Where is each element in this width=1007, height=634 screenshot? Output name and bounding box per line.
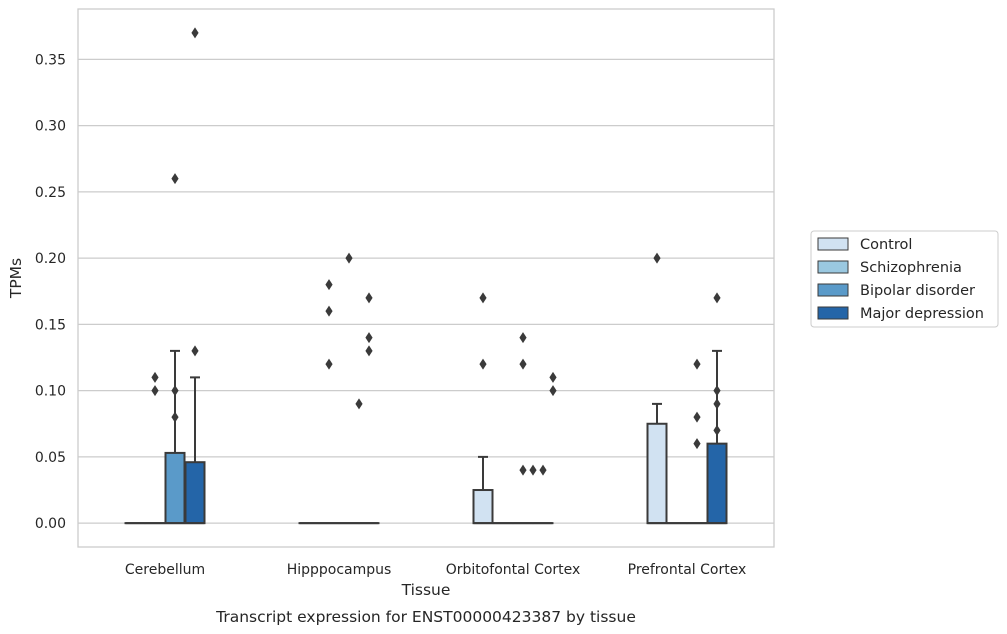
- outlier-point: [365, 332, 373, 344]
- x-tick-label: Orbitofontal Cortex: [446, 562, 581, 578]
- legend-swatch: [817, 237, 849, 251]
- y-tick-label: 0.00: [35, 516, 66, 532]
- outlier-point: [365, 345, 373, 357]
- outlier-point: [693, 358, 701, 370]
- box: [472, 489, 494, 525]
- outlier-point: [713, 292, 721, 304]
- outlier-point: [345, 252, 353, 264]
- legend-label: Control: [860, 237, 912, 253]
- legend-swatch: [817, 306, 849, 320]
- outlier-point: [171, 411, 179, 423]
- box-group: [706, 349, 728, 525]
- chart-title: Transcript expression for ENST0000042338…: [215, 608, 636, 626]
- y-tick-label: 0.05: [35, 450, 66, 466]
- outlier-points: [151, 27, 721, 476]
- box: [164, 451, 186, 525]
- y-tick-label: 0.35: [35, 52, 66, 68]
- box-group: [164, 349, 186, 525]
- outlier-point: [713, 385, 721, 397]
- y-tick-labels: 0.00 0.05 0.10 0.15 0.20 0.25 0.30 0.35: [35, 52, 66, 532]
- outlier-point: [713, 398, 721, 410]
- outlier-point: [151, 385, 159, 397]
- outlier-point: [519, 332, 527, 344]
- legend-label: Major depression: [860, 306, 984, 322]
- y-tick-label: 0.25: [35, 185, 66, 201]
- y-tick-label: 0.10: [35, 384, 66, 400]
- legend-swatch: [817, 283, 849, 297]
- outlier-point: [653, 252, 661, 264]
- legend: Control Schizophrenia Bipolar disorder Majo…: [810, 230, 999, 328]
- outlier-point: [191, 345, 199, 357]
- outlier-point: [693, 411, 701, 423]
- x-tick-label: Cerebellum: [125, 562, 205, 578]
- y-tick-label: 0.15: [35, 317, 66, 333]
- outlier-point: [519, 358, 527, 370]
- outlier-point: [549, 371, 557, 383]
- outlier-point: [479, 358, 487, 370]
- box-group: [184, 376, 206, 525]
- x-tick-label: Prefrontal Cortex: [628, 562, 747, 578]
- box: [184, 461, 206, 525]
- outlier-point: [365, 292, 373, 304]
- y-axis-label: TPMs: [7, 258, 25, 299]
- outlier-point: [191, 27, 199, 39]
- box: [706, 442, 728, 525]
- box-group: [472, 455, 494, 525]
- legend-label: Schizophrenia: [860, 260, 962, 276]
- outlier-point: [151, 371, 159, 383]
- outlier-point: [171, 173, 179, 185]
- legend-swatch: [817, 260, 849, 274]
- outlier-point: [325, 358, 333, 370]
- legend-label: Bipolar disorder: [860, 283, 975, 299]
- legend-frame: [810, 230, 999, 328]
- outlier-point: [519, 464, 527, 476]
- outlier-point: [693, 438, 701, 450]
- outlier-point: [539, 464, 547, 476]
- x-axis-label: Tissue: [401, 581, 451, 599]
- y-tick-label: 0.30: [35, 119, 66, 135]
- outlier-point: [325, 305, 333, 317]
- x-tick-labels: Cerebellum Hipppocampus Orbitofontal Corte…: [125, 562, 746, 578]
- box-group: [646, 402, 668, 525]
- outlier-point: [479, 292, 487, 304]
- y-tick-label: 0.20: [35, 251, 66, 267]
- plot-frame: [77, 8, 775, 548]
- box: [646, 422, 668, 525]
- outlier-point: [549, 385, 557, 397]
- outlier-point: [325, 279, 333, 291]
- x-tick-label: Hipppocampus: [287, 562, 392, 578]
- outlier-point: [355, 398, 363, 410]
- outlier-point: [171, 385, 179, 397]
- outlier-point: [713, 424, 721, 436]
- outlier-point: [529, 464, 537, 476]
- box-series: [124, 349, 728, 525]
